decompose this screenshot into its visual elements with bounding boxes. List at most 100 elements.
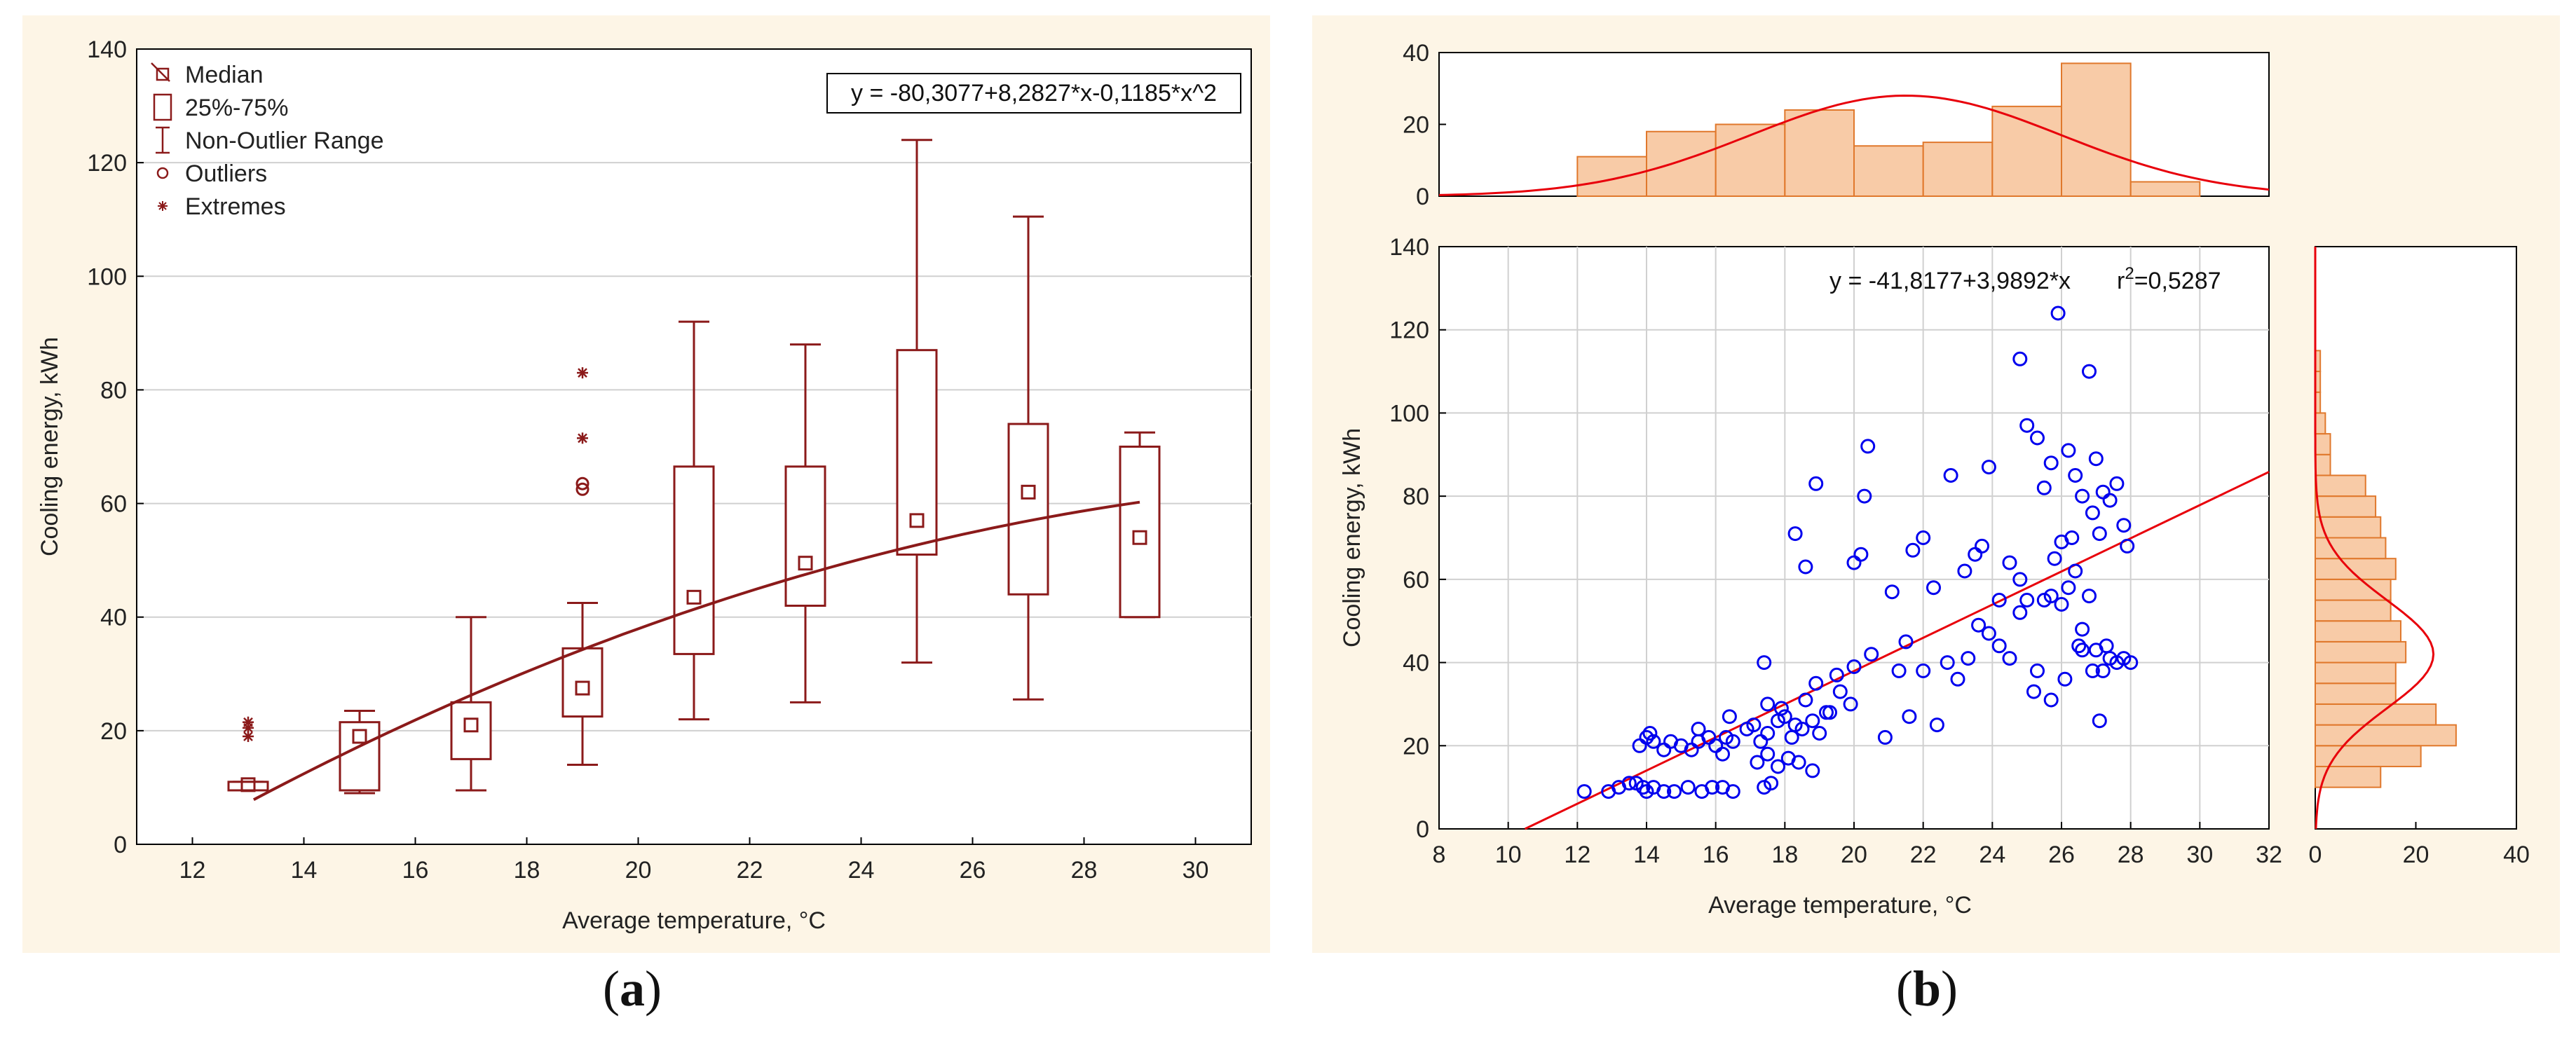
scatter-point: [1891, 663, 1907, 678]
scatter-point: [2071, 638, 2087, 654]
x-tick-label-a: 26: [960, 857, 986, 884]
x-axis-label-a: Average temperature, °C: [562, 907, 826, 934]
scatter-point: [2082, 589, 2097, 604]
scatter-point: [1805, 763, 1820, 778]
extreme-stroke: [243, 717, 253, 727]
right-hist-tick-label: 0: [2309, 842, 2322, 868]
scatter-point: [1705, 780, 1720, 795]
right-hist-tick-label: 20: [2403, 842, 2430, 868]
scatter-point: [1798, 692, 1813, 708]
top-hist-bar: [1784, 109, 1855, 197]
scatter-point: [1635, 780, 1651, 795]
top-hist-normal-curve: [1438, 94, 2270, 196]
box-iqr: [673, 465, 715, 655]
top-hist-bar: [2129, 181, 2201, 197]
x-tick-label-b: 22: [1910, 842, 1937, 868]
right-hist-bar: [2315, 640, 2407, 664]
x-tick-label-b: 20: [1841, 842, 1867, 868]
x-tick-label-b: 30: [2186, 842, 2213, 868]
scatter-point: [2061, 580, 2076, 596]
scatter-point: [1642, 726, 1658, 741]
scatter-point: [1805, 713, 1820, 729]
median-marker: [1021, 484, 1036, 500]
scatter-point: [1902, 709, 1917, 724]
y-axis-label-b: Cooling energy, kWh: [1339, 428, 1365, 647]
right-hist-bar: [2315, 703, 2437, 726]
scatter-point: [1722, 709, 1737, 724]
legend-median-icon-slash: [151, 62, 170, 82]
y-tick-label-a: 80: [100, 377, 127, 404]
scatter-point: [1829, 667, 1844, 682]
top-hist-tick-label: 0: [1416, 184, 1429, 210]
legend-label-2: Non-Outlier Range: [185, 128, 383, 154]
x-tick-label-b: 16: [1703, 842, 1729, 868]
median-marker: [463, 717, 479, 733]
extreme-stroke: [158, 202, 167, 210]
scatter-point: [2095, 663, 2111, 678]
top-hist-tick-label: 20: [1403, 112, 1429, 139]
caption-a-letter: a: [619, 961, 645, 1017]
scatter-point: [1846, 659, 1862, 674]
scatter-point: [2036, 480, 2052, 495]
box-iqr: [896, 349, 938, 556]
scatter-point: [1991, 593, 2007, 607]
caption-a-close: ): [644, 961, 662, 1017]
legend-label-3: Outliers: [185, 160, 267, 187]
top-hist-bar: [1853, 145, 1924, 197]
scatter-point: [1843, 696, 1858, 712]
scatter-point: [1929, 717, 1944, 733]
scatter-point: [2123, 655, 2139, 671]
scatter-point: [1760, 746, 1776, 762]
x-axis-label-b: Average temperature, °C: [1708, 892, 1972, 919]
equation-a: y = -80,3077+8,2827*x-0,1185*x^2: [851, 80, 1217, 107]
scatter-point: [2002, 555, 2017, 570]
scatter-point: [2047, 551, 2062, 566]
scatter-point: [1877, 729, 1893, 745]
caption-b-letter: b: [1912, 961, 1942, 1017]
scatter-point: [1760, 696, 1776, 712]
right-hist-tick-label: 40: [2503, 842, 2530, 868]
scatter-point: [1864, 647, 1879, 662]
y-tick-label-b: 100: [1389, 400, 1429, 427]
scatter-point: [1715, 746, 1730, 762]
scatter-point: [1576, 784, 1592, 799]
scatter-point: [1812, 726, 1827, 741]
scatter-point: [2043, 455, 2059, 471]
scatter-point: [2054, 597, 2069, 612]
y-tick-label-b: 20: [1403, 733, 1429, 760]
scatter-point: [1860, 439, 1876, 454]
scatter-point: [1791, 755, 1806, 770]
top-hist-bar: [1576, 156, 1647, 197]
scatter-point: [2102, 493, 2118, 508]
scatter-point: [2043, 692, 2059, 708]
x-tick-label-a: 30: [1183, 857, 1209, 884]
scatter-point: [2012, 605, 2028, 620]
y-tick-label-b: 0: [1416, 816, 1429, 843]
right-hist-bar: [2315, 433, 2331, 455]
scatter-point: [1905, 542, 1921, 558]
scatter-point: [1853, 547, 1869, 562]
scatter-point: [1750, 755, 1765, 770]
scatter-point: [1926, 580, 1941, 596]
scatter-point: [1916, 663, 1931, 678]
scatter-point: [1760, 726, 1776, 741]
extreme-stroke: [578, 368, 587, 378]
caption-a-open: (: [603, 961, 620, 1017]
r-squared-r: r: [2117, 268, 2125, 294]
top-hist-tick-label: 40: [1403, 40, 1429, 67]
median-marker: [240, 777, 256, 792]
right-hist-bar: [2315, 412, 2326, 435]
right-hist-bar: [2315, 599, 2392, 622]
x-tick-label-b: 26: [2048, 842, 2075, 868]
scatter-point: [1991, 638, 2007, 654]
extreme-point: [577, 432, 588, 444]
outlier-point: [575, 476, 590, 490]
scatter-point: [1808, 675, 1824, 691]
legend-label-0: Median: [185, 62, 264, 88]
scatter-point: [1943, 468, 1958, 483]
scatter-point: [2085, 663, 2100, 678]
x-tick-label-a: 24: [848, 857, 875, 884]
y-axis-label-a: Cooling energy, kWh: [36, 337, 63, 556]
x-tick-label-a: 28: [1071, 857, 1098, 884]
